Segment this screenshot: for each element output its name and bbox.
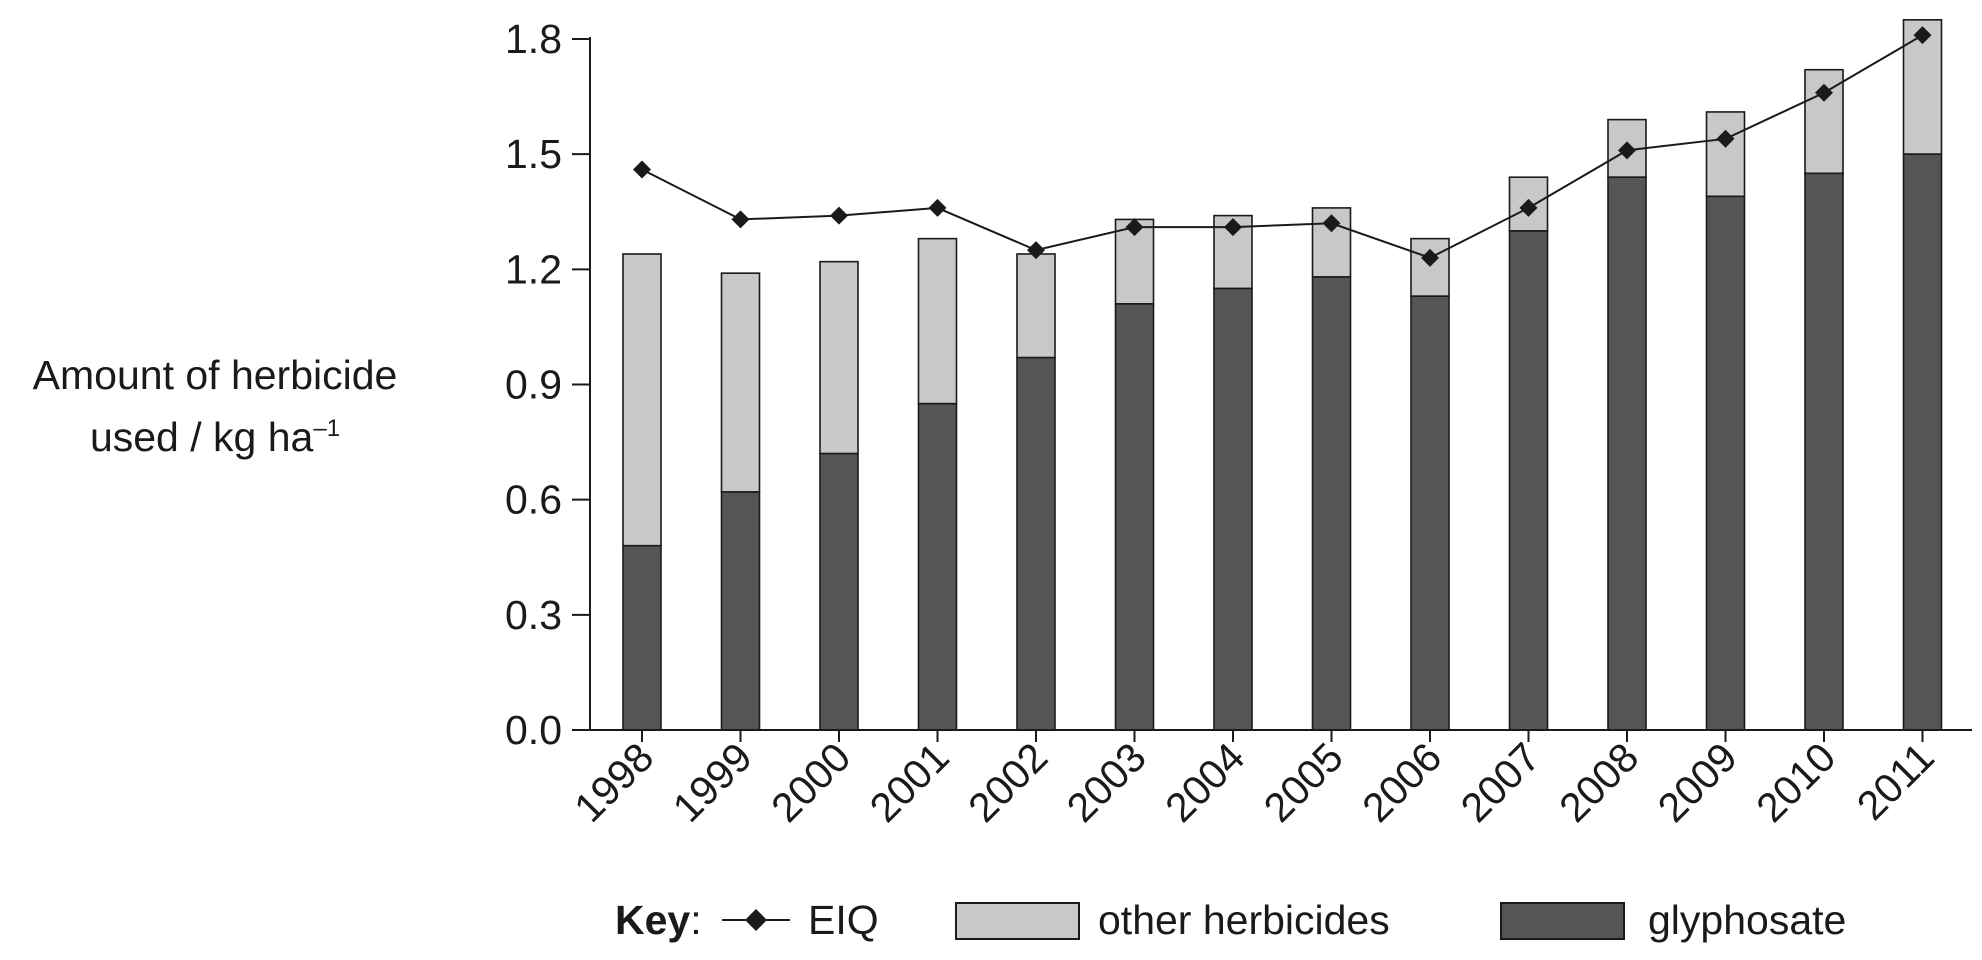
bar-other-herbicides-2000: [819, 260, 859, 455]
bar-glyphosate-2011: [1902, 153, 1943, 731]
bar-glyphosate-2008: [1607, 176, 1647, 731]
legend-label-other-herbicides: other herbicides: [1098, 897, 1390, 943]
bar-other-herbicides-2001: [917, 237, 958, 405]
bar-glyphosate-2005: [1311, 276, 1352, 731]
x-tick-label: 2002: [959, 734, 1056, 831]
y-axis-label: Amount of herbicide used / kg ha–1: [0, 348, 430, 464]
x-tick-label: 2004: [1156, 734, 1253, 831]
eiq-point-2007: [1519, 198, 1538, 217]
y-axis-label-line2: used / kg ha–1: [0, 402, 430, 464]
x-tick-label: 2000: [762, 734, 859, 831]
eiq-line-layer: [633, 26, 1932, 267]
x-tick-label: 2007: [1452, 734, 1549, 831]
bar-glyphosate-1998: [622, 544, 662, 731]
x-tick-label: 2009: [1649, 734, 1746, 831]
eiq-point-2004: [1224, 218, 1242, 237]
y-axis-label-exponent: –1: [313, 415, 341, 442]
eiq-point-2009: [1716, 129, 1735, 148]
x-tick-label: 2005: [1255, 734, 1352, 831]
eiq-point-2006: [1421, 248, 1439, 267]
bar-glyphosate-2009: [1705, 195, 1746, 731]
legend-swatch-glyphosate: [1500, 902, 1625, 940]
y-tick-label: 1.8: [505, 16, 562, 62]
x-tick-label: 1999: [664, 734, 761, 831]
legend: Key: EIQ other herbicides glyphosate: [0, 880, 1982, 960]
eiq-point-2010: [1815, 83, 1833, 102]
bar-glyphosate-2002: [1016, 356, 1056, 731]
bar-glyphosate-1999: [720, 491, 761, 731]
eiq-point-2002: [1027, 241, 1045, 260]
legend-eiq-symbol: [722, 909, 790, 931]
x-tick-label: 2008: [1550, 734, 1647, 831]
eiq-point-2005: [1322, 214, 1341, 233]
x-tick-label: 2003: [1058, 734, 1155, 831]
y-tick-label: 0.0: [505, 707, 562, 753]
y-axis-label-line1: Amount of herbicide: [32, 352, 398, 398]
y-tick-label: 0.3: [505, 592, 562, 638]
legend-label-eiq: EIQ: [808, 897, 879, 943]
legend-key-colon: :: [690, 897, 702, 943]
bar-glyphosate-2004: [1213, 287, 1253, 731]
bar-other-herbicides-1998: [622, 253, 662, 547]
y-axis-label-unit: used / kg ha: [89, 414, 314, 460]
bar-glyphosate-2000: [819, 452, 859, 731]
x-tick-label: 1998: [565, 734, 662, 831]
bar-other-herbicides-2009: [1705, 111, 1746, 198]
x-tick-label: 2010: [1747, 734, 1844, 831]
eiq-point-2008: [1618, 141, 1636, 160]
legend-key-title: Key:: [615, 895, 702, 945]
legend-key-word: Key: [615, 897, 691, 943]
bar-glyphosate-2003: [1114, 303, 1155, 731]
eiq-point-1999: [731, 210, 750, 229]
bar-other-herbicides-2006: [1410, 237, 1450, 298]
bar-glyphosate-2001: [917, 402, 958, 731]
y-tick-label: 1.5: [505, 131, 562, 177]
bar-glyphosate-2006: [1410, 295, 1450, 731]
eiq-point-2001: [928, 198, 947, 217]
x-tick-label: 2006: [1353, 734, 1450, 831]
bar-other-herbicides-2002: [1016, 253, 1056, 359]
bar-glyphosate-2007: [1508, 230, 1549, 731]
y-tick-label: 0.9: [505, 362, 562, 408]
eiq-point-1998: [633, 160, 651, 179]
eiq-point-2003: [1125, 218, 1144, 237]
eiq-series-line: [641, 34, 1924, 259]
eiq-point-2000: [830, 206, 848, 225]
bars-layer: [622, 19, 1943, 731]
bar-glyphosate-2010: [1804, 172, 1844, 731]
legend-label-glyphosate: glyphosate: [1648, 897, 1847, 943]
eiq-point-2011: [1913, 26, 1932, 45]
diamond-marker-icon: [745, 909, 767, 931]
x-tick-label: 2011: [1848, 734, 1943, 829]
y-tick-label: 1.2: [505, 246, 562, 292]
x-tick-label: 2001: [861, 734, 958, 831]
legend-swatch-other-herbicides: [955, 902, 1080, 940]
y-tick-label: 0.6: [505, 477, 562, 523]
bar-other-herbicides-1999: [720, 272, 761, 493]
